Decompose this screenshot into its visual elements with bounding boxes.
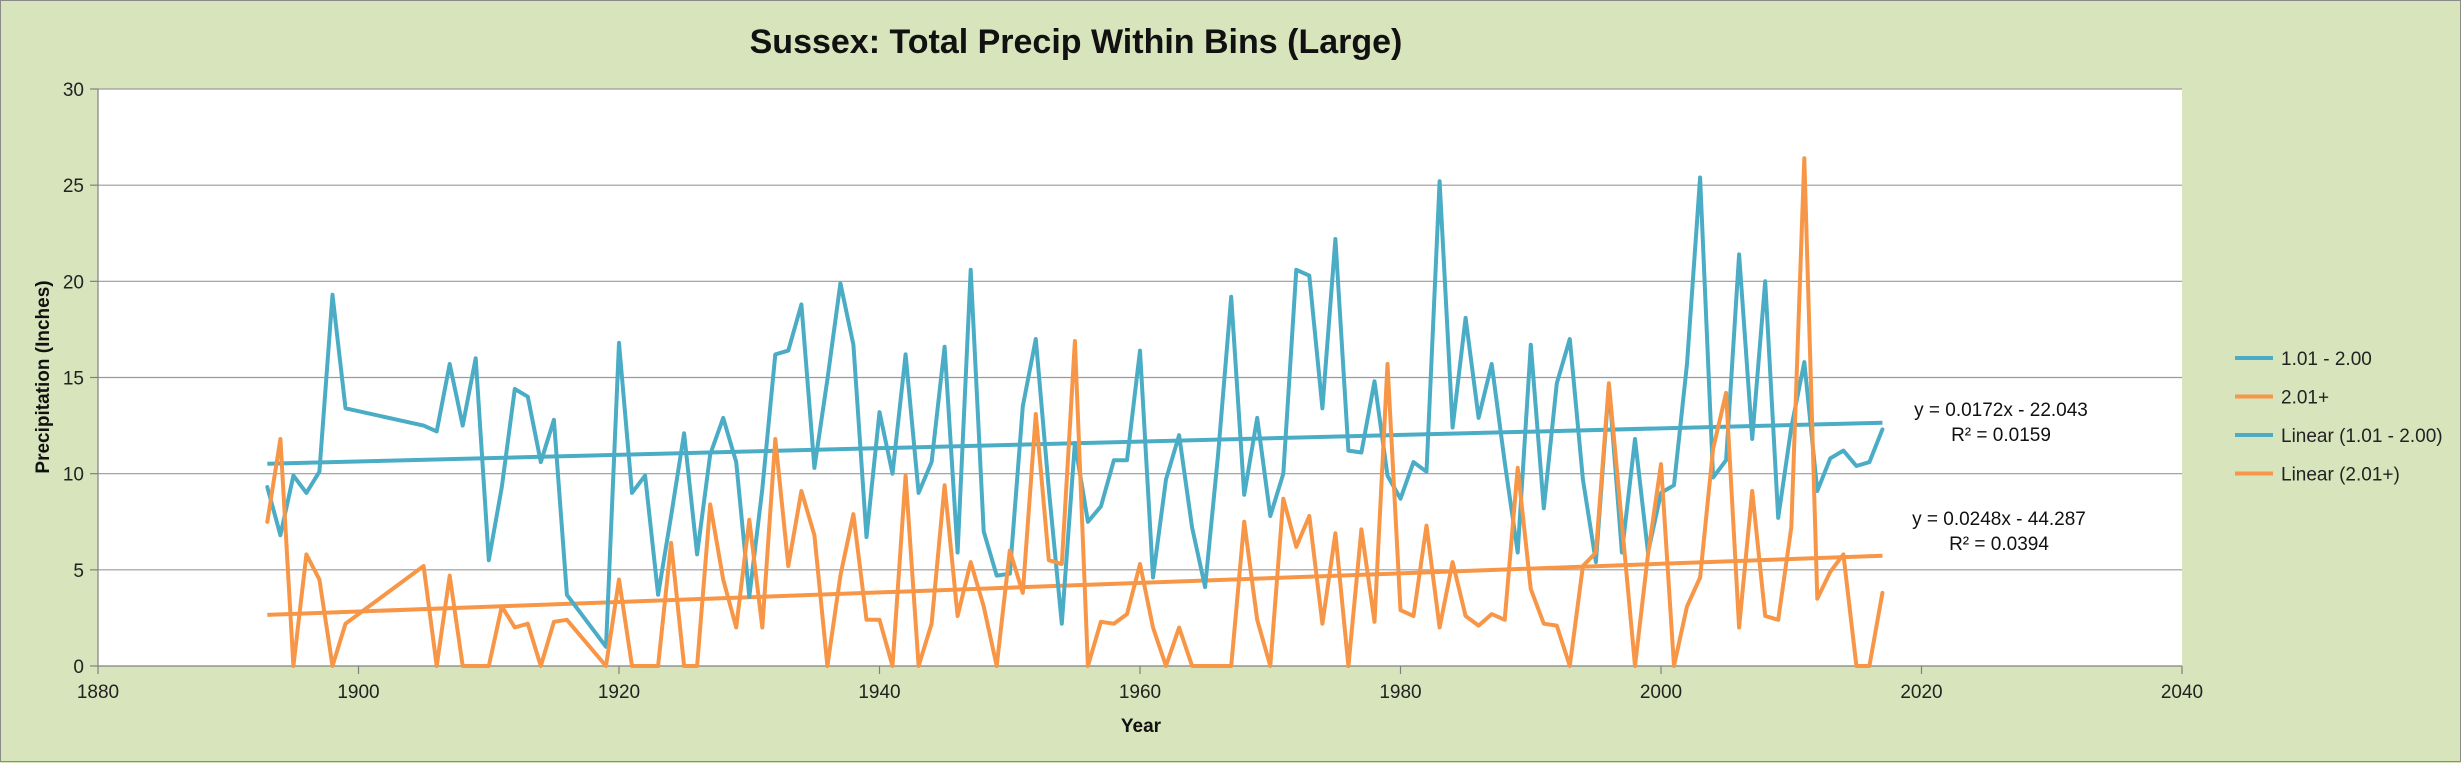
trend-equation-2-formula: y = 0.0248x - 44.287: [1912, 509, 2086, 530]
x-tick-label: 1900: [337, 682, 379, 703]
x-tick-label: 1980: [1379, 682, 1421, 703]
y-tick-label: 30: [63, 80, 84, 101]
y-axis-label: Precipitation (Inches): [33, 280, 54, 473]
trend-equation-2-r2: R² = 0.0394: [1949, 534, 2049, 555]
y-tick-label: 25: [63, 176, 84, 197]
x-tick-label: 2040: [2161, 682, 2203, 703]
legend-label: 2.01+: [2281, 388, 2329, 409]
x-tick-label: 2020: [1900, 682, 1942, 703]
legend-label: 1.01 - 2.00: [2281, 349, 2372, 370]
trend-equation-1: y = 0.0172x - 22.043 R² = 0.0159: [1914, 400, 2088, 446]
trendline-2: [267, 553, 1883, 617]
x-tick-label: 1880: [77, 682, 119, 703]
series-line-1: [265, 175, 1885, 649]
x-tick-label: 1920: [598, 682, 640, 703]
x-tick-label: 1960: [1119, 682, 1161, 703]
legend-label: Linear (2.01+): [2281, 465, 2400, 486]
axes: 0 5 10 15 20 25 30 1880 1900 1920 1940 1960 1980 2000…: [63, 80, 2203, 703]
y-tick-label: 15: [63, 369, 84, 390]
x-tick-label: 2000: [1640, 682, 1682, 703]
y-tick-label: 5: [73, 561, 84, 582]
legend: 1.01 - 2.00 2.01+ Linear (1.01 - 2.00) Line…: [2235, 349, 2443, 486]
x-tick-label: 1940: [858, 682, 900, 703]
x-axis-label: Year: [1121, 716, 1162, 737]
legend-label: Linear (1.01 - 2.00): [2281, 426, 2443, 447]
y-tick-label: 20: [63, 272, 84, 293]
chart-title: Sussex: Total Precip Within Bins (Large): [750, 23, 1403, 61]
trend-equation-2: y = 0.0248x - 44.287 R² = 0.0394: [1912, 509, 2086, 555]
y-tick-label: 0: [73, 657, 84, 678]
trend-equation-1-formula: y = 0.0172x - 22.043: [1914, 400, 2088, 421]
data-series: [265, 156, 1885, 668]
series-line-2: [265, 156, 1885, 668]
y-tick-label: 10: [63, 465, 84, 486]
trend-equation-1-r2: R² = 0.0159: [1951, 425, 2051, 446]
